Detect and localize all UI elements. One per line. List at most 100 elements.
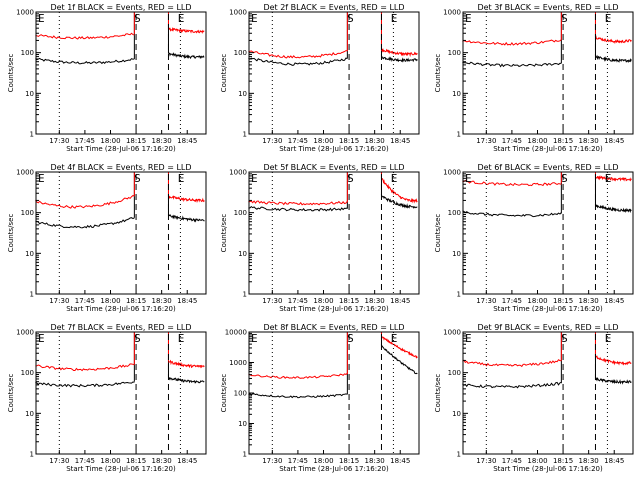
y-tick-label: 100 xyxy=(234,209,247,217)
x-tick-label: 18:30 xyxy=(365,457,385,465)
segment-marker-label: E xyxy=(251,172,258,185)
x-axis-label: Start Time (28-Jul-06 17:16:20) xyxy=(493,145,603,153)
x-tick-label: 18:45 xyxy=(390,457,410,465)
y-tick-label: 100 xyxy=(21,49,34,57)
segment-marker-label: E xyxy=(605,172,612,185)
lld-series-line xyxy=(381,178,418,204)
lld-series-line xyxy=(595,175,632,182)
x-tick-label: 17:45 xyxy=(75,297,95,305)
plot-frame xyxy=(35,331,207,455)
x-tick-label: 18:15 xyxy=(553,137,573,145)
segment-marker-label: S xyxy=(134,12,141,25)
panel-title: Det 4f BLACK = Events, RED = LLD xyxy=(50,163,191,172)
events-series-line xyxy=(462,210,562,218)
events-series-line xyxy=(168,214,205,223)
y-tick-label: 1000 xyxy=(16,329,34,337)
y-tick-label: 1000 xyxy=(229,169,247,177)
x-tick-label: 18:45 xyxy=(604,457,624,465)
x-tick-label: 17:30 xyxy=(262,297,282,305)
lld-series-line xyxy=(248,372,348,379)
y-tick-label: 10 xyxy=(452,90,461,98)
segment-marker-label: S xyxy=(134,172,141,185)
x-tick-label: 17:45 xyxy=(288,297,308,305)
x-axis-label: Start Time (28-Jul-06 17:16:20) xyxy=(279,305,389,313)
y-tick-label: 1 xyxy=(457,131,461,139)
segment-marker-label: S xyxy=(134,332,141,345)
x-tick-label: 18:30 xyxy=(579,137,599,145)
x-tick-label: 18:00 xyxy=(527,297,547,305)
y-axis-label: Counts/sec xyxy=(434,214,442,253)
y-tick-label: 10 xyxy=(25,410,34,418)
x-tick-label: 17:45 xyxy=(288,457,308,465)
segment-marker-label: E xyxy=(605,332,612,345)
plot-frame xyxy=(35,11,207,135)
x-tick-label: 18:15 xyxy=(126,297,146,305)
y-tick-label: 10 xyxy=(25,250,34,258)
y-tick-label: 100 xyxy=(21,209,34,217)
x-tick-label: 18:15 xyxy=(553,457,573,465)
y-axis-label: Counts/sec xyxy=(434,54,442,93)
x-axis-label: Start Time (28-Jul-06 17:16:20) xyxy=(66,465,176,473)
events-series-line xyxy=(35,381,135,388)
x-tick-label: 17:30 xyxy=(262,457,282,465)
events-series-line xyxy=(168,52,205,60)
lld-series-line xyxy=(595,35,632,44)
plot-frame xyxy=(462,171,634,295)
x-axis-label: Start Time (28-Jul-06 17:16:20) xyxy=(493,465,603,473)
events-series-line xyxy=(248,205,348,212)
lld-series-line xyxy=(35,363,135,372)
x-tick-label: 18:15 xyxy=(339,457,359,465)
segment-marker-label: E xyxy=(178,172,185,185)
y-tick-label: 1000 xyxy=(16,169,34,177)
x-tick-label: 18:45 xyxy=(177,137,197,145)
y-tick-label: 100 xyxy=(448,49,461,57)
y-tick-label: 1 xyxy=(30,291,34,299)
x-tick-label: 17:30 xyxy=(49,457,69,465)
x-tick-label: 18:45 xyxy=(177,457,197,465)
events-series-line xyxy=(595,54,632,63)
plot-frame xyxy=(248,11,420,135)
plot-frame xyxy=(248,171,420,295)
x-axis-label: Start Time (28-Jul-06 17:16:20) xyxy=(493,305,603,313)
x-tick-label: 18:30 xyxy=(579,297,599,305)
y-tick-label: 1000 xyxy=(16,9,34,17)
x-tick-label: 18:00 xyxy=(100,297,120,305)
y-tick-label: 1000 xyxy=(229,359,247,367)
events-series-line xyxy=(248,393,348,399)
lld-series-line xyxy=(462,39,562,46)
segment-marker-label: S xyxy=(347,332,354,345)
segment-marker-label: E xyxy=(605,12,612,25)
segment-marker-label: E xyxy=(178,332,185,345)
y-tick-label: 1000 xyxy=(443,169,461,177)
x-tick-label: 17:45 xyxy=(288,137,308,145)
panel-title: Det 2f BLACK = Events, RED = LLD xyxy=(263,3,404,12)
y-tick-label: 1000 xyxy=(229,9,247,17)
y-axis-label: Counts/sec xyxy=(220,374,228,413)
x-tick-label: 18:30 xyxy=(365,297,385,305)
lld-series-line xyxy=(168,27,205,34)
segment-marker-label: S xyxy=(561,332,568,345)
lld-series-line xyxy=(381,48,418,58)
segment-marker-label: E xyxy=(251,332,258,345)
segment-marker-label: E xyxy=(38,172,45,185)
segment-marker-label: E xyxy=(178,12,185,25)
y-tick-label: 1000 xyxy=(443,9,461,17)
y-tick-label: 10 xyxy=(238,90,247,98)
x-tick-label: 18:00 xyxy=(313,297,333,305)
events-series-line xyxy=(381,55,418,63)
x-tick-label: 17:30 xyxy=(49,297,69,305)
segment-marker-label: E xyxy=(391,12,398,25)
panel-title: Det 3f BLACK = Events, RED = LLD xyxy=(477,3,618,12)
x-tick-label: 18:30 xyxy=(152,457,172,465)
x-tick-label: 17:30 xyxy=(49,137,69,145)
x-tick-label: 18:00 xyxy=(527,457,547,465)
x-tick-label: 18:30 xyxy=(579,457,599,465)
events-series-line xyxy=(595,377,632,385)
y-tick-label: 1 xyxy=(457,451,461,459)
